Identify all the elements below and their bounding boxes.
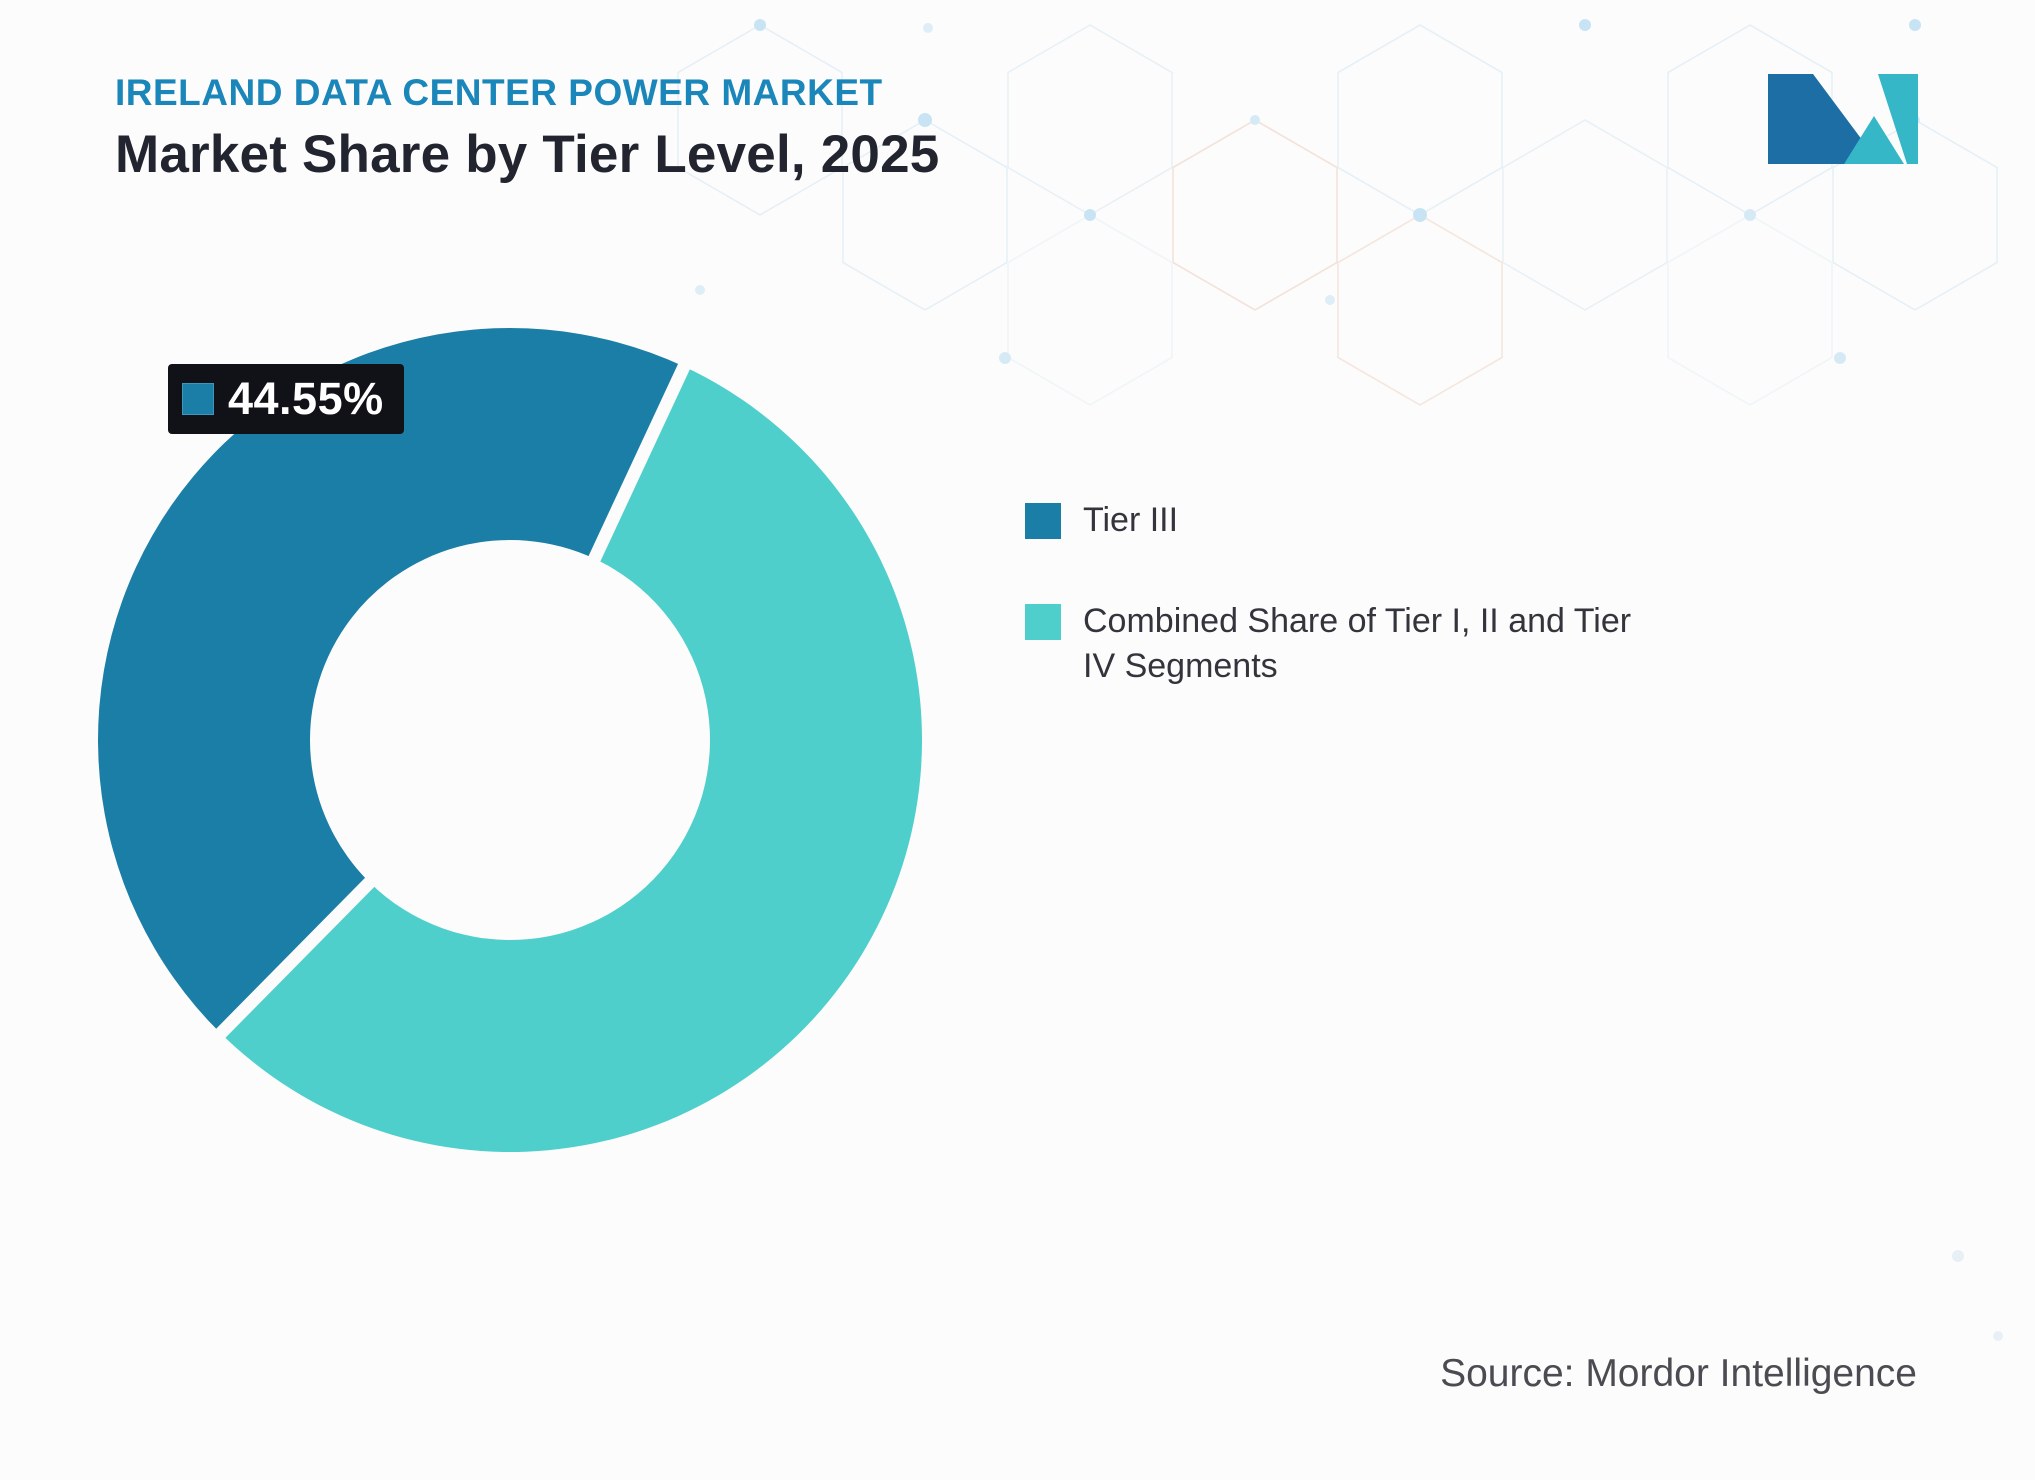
- chart-title: Market Share by Tier Level, 2025: [115, 125, 940, 184]
- legend-swatch-tier-iii: [1025, 503, 1061, 539]
- legend-swatch-combined-tiers: [1025, 604, 1061, 640]
- legend-item-combined-tiers[interactable]: Combined Share of Tier I, II and Tier IV…: [1025, 599, 1653, 689]
- data-label-swatch: [182, 383, 214, 415]
- legend-item-tier-iii[interactable]: Tier III: [1025, 498, 1653, 543]
- logo-right-shape: [1878, 74, 1918, 164]
- donut-segment-tier-iii[interactable]: [98, 328, 684, 1034]
- logo-left-shape: [1768, 74, 1880, 164]
- chart-header: IRELAND DATA CENTER POWER MARKET Market …: [115, 72, 939, 185]
- data-label-value: 44.55%: [228, 373, 384, 424]
- donut-chart: [98, 328, 922, 1153]
- mordor-intelligence-logo: [1768, 74, 1918, 164]
- segment-separator: [581, 361, 691, 576]
- market-name-heading: IRELAND DATA CENTER POWER MARKET: [115, 72, 883, 113]
- donut-segment-combined-tiers[interactable]: [220, 366, 922, 1153]
- data-label-tier-iii[interactable]: 44.55%: [168, 364, 404, 434]
- source-attribution: Source: Mordor Intelligence: [1440, 1352, 1917, 1395]
- segment-separator: [214, 866, 386, 1040]
- chart-legend: Tier III Combined Share of Tier I, II an…: [1025, 498, 1653, 745]
- logo-middle-triangle: [1844, 116, 1904, 164]
- donut-chart-svg: [98, 328, 922, 1153]
- legend-label-combined-tiers: Combined Share of Tier I, II and Tier IV…: [1083, 602, 1632, 685]
- legend-label-tier-iii: Tier III: [1083, 501, 1179, 539]
